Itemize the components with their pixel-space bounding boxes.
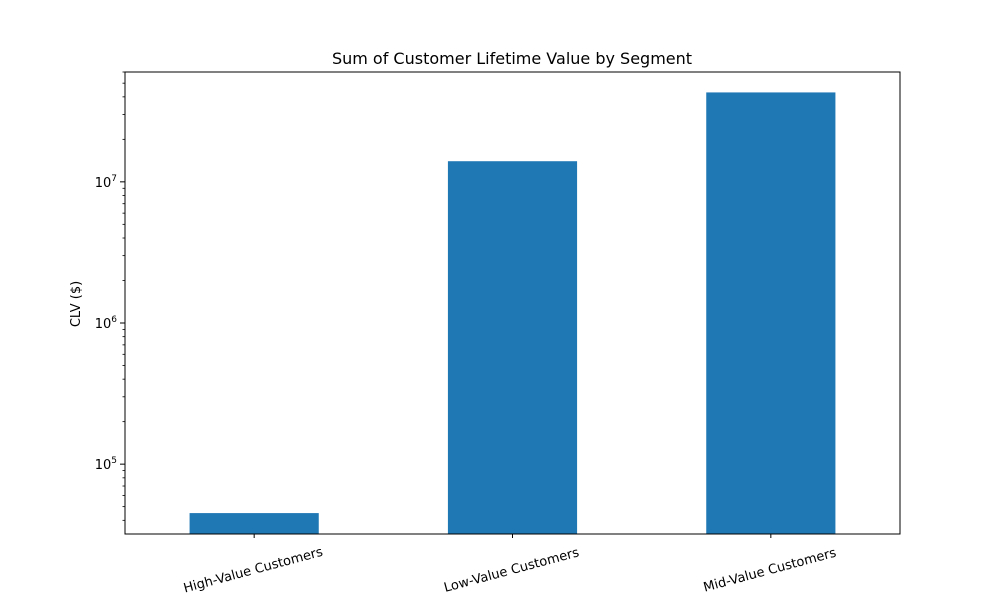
y-ticks-group: 105 106 107: [95, 71, 125, 521]
plot-frame: [124, 71, 901, 535]
bar-1: [447, 161, 578, 534]
bar-0: [189, 513, 319, 534]
y-tick-label-1: 106: [95, 315, 118, 332]
x-ticks-group: High-Value Customers Low-Value Customers M…: [182, 534, 838, 596]
y-tick-label-2: 107: [95, 174, 117, 191]
bar-2: [706, 92, 836, 535]
y-axis-label: CLV ($): [69, 281, 84, 327]
x-tick-label-0: High-Value Customers: [182, 545, 325, 597]
x-tick-label-2: Mid-Value Customers: [702, 546, 838, 596]
x-tick-label-1: Low-Value Customers: [442, 545, 581, 596]
bars-group: [189, 92, 836, 535]
y-tick-label-0: 105: [95, 456, 117, 473]
chart-title: Sum of Customer Lifetime Value by Segmen…: [332, 49, 692, 68]
